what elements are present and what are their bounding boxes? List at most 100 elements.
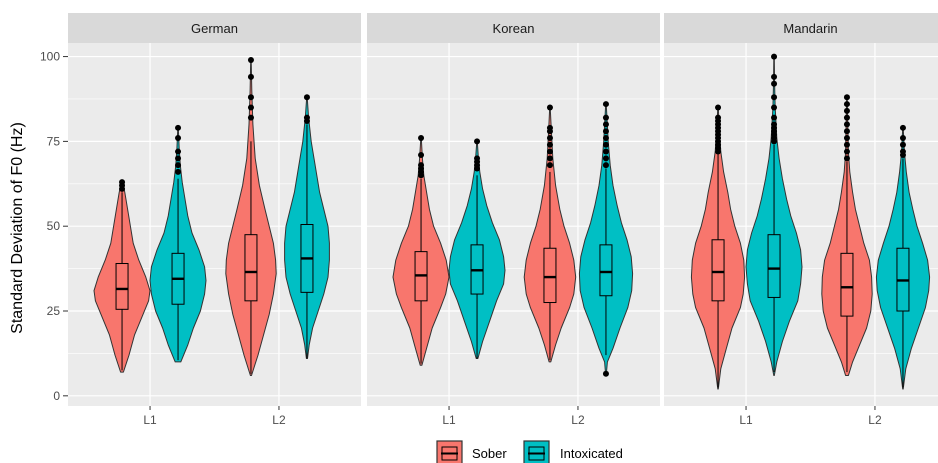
violin-group-intoxicated-l1 bbox=[149, 124, 207, 363]
violin-group-intoxicated-l2 bbox=[284, 94, 330, 359]
outlier-point-sober-l2 bbox=[843, 155, 850, 162]
outlier-point-sober-l2 bbox=[843, 134, 850, 141]
outlier-point-sober-l2 bbox=[546, 162, 553, 169]
violin-group-sober-l2 bbox=[821, 94, 873, 376]
outlier-point-sober-l2 bbox=[843, 141, 850, 148]
outlier-point-intoxicated-l1 bbox=[175, 168, 182, 175]
violin-group-sober-l1 bbox=[93, 179, 151, 373]
outlier-point-intoxicated-l2 bbox=[602, 162, 609, 169]
violin-group-intoxicated-l1 bbox=[745, 53, 803, 376]
panel-german: German L1 L2 bbox=[68, 13, 361, 427]
outlier-point-intoxicated-l2 bbox=[602, 121, 609, 128]
violin-group-sober-l1 bbox=[690, 104, 746, 390]
outlier-point-intoxicated-l2 bbox=[303, 94, 310, 101]
outlier-point-sober-l2 bbox=[546, 141, 553, 148]
panel-korean: Korean L1 L2 bbox=[367, 13, 660, 427]
y-axis-title: Standard Deviation of F0 (Hz) bbox=[9, 122, 26, 334]
box-sober-l2 bbox=[840, 252, 854, 317]
box-sober-l2 bbox=[244, 234, 258, 302]
panel-strip bbox=[68, 13, 361, 43]
outlier-point-sober-l1 bbox=[715, 104, 722, 111]
x-tick-label-L2: L2 bbox=[868, 413, 882, 427]
legend-label-sober: Sober bbox=[472, 446, 507, 461]
outlier-point-sober-l2 bbox=[247, 114, 254, 121]
outlier-point-sober-l2 bbox=[546, 124, 553, 131]
outlier-point-sober-l2 bbox=[843, 114, 850, 121]
violin-group-intoxicated-l2 bbox=[578, 101, 634, 377]
outlier-point-intoxicated-l1 bbox=[771, 73, 778, 80]
outlier-point-intoxicated-l2 bbox=[602, 134, 609, 141]
outlier-point-sober-l2 bbox=[546, 148, 553, 155]
y-tick-label-75: 75 bbox=[47, 134, 61, 148]
outlier-point-sober-l2 bbox=[247, 73, 254, 80]
outlier-point-sober-l2 bbox=[247, 56, 254, 63]
panel-strip bbox=[664, 13, 938, 43]
outlier-point-intoxicated-l2 bbox=[303, 114, 310, 121]
outlier-point-intoxicated-l1 bbox=[175, 134, 182, 141]
outlier-point-intoxicated-l2 bbox=[602, 148, 609, 155]
outlier-point-intoxicated-l2 bbox=[602, 101, 609, 108]
outlier-point-sober-l1 bbox=[715, 114, 722, 121]
y-tick-label-50: 50 bbox=[47, 219, 61, 233]
panel-mandarin: Mandarin L1 L2 bbox=[664, 13, 938, 427]
legend-key-intoxicated-box bbox=[528, 446, 545, 461]
outlier-point-intoxicated-l1 bbox=[175, 148, 182, 155]
box-sober-l2 bbox=[543, 247, 557, 304]
outlier-point-sober-l1 bbox=[119, 179, 126, 186]
outlier-point-sober-l2 bbox=[247, 94, 254, 101]
outlier-point-intoxicated-l2 bbox=[899, 141, 906, 148]
outlier-point-intoxicated-l2 bbox=[899, 148, 906, 155]
outlier-point-sober-l2 bbox=[546, 134, 553, 141]
outlier-point-intoxicated-l2 bbox=[602, 141, 609, 148]
outlier-point-sober-l1 bbox=[418, 162, 425, 169]
box-intoxicated-l2 bbox=[599, 244, 613, 297]
outlier-point-intoxicated-l1 bbox=[175, 124, 182, 131]
violin-group-intoxicated-l2 bbox=[875, 124, 931, 390]
x-tick-label-L1: L1 bbox=[739, 413, 753, 427]
outlier-point-intoxicated-l2 bbox=[899, 134, 906, 141]
outlier-point-intoxicated-l1 bbox=[175, 162, 182, 169]
x-tick-label-L2: L2 bbox=[571, 413, 585, 427]
outlier-point-intoxicated-l1 bbox=[474, 155, 481, 162]
panel-strip bbox=[367, 13, 660, 43]
outlier-point-intoxicated-l1 bbox=[771, 104, 778, 111]
violin-group-sober-l1 bbox=[392, 134, 450, 366]
outlier-point-sober-l1 bbox=[418, 151, 425, 158]
legend-key-sober-box bbox=[441, 446, 458, 461]
y-tick-label-0: 0 bbox=[53, 389, 60, 403]
x-tick-label-L2: L2 bbox=[272, 413, 286, 427]
panel-strip-label: German bbox=[191, 21, 238, 36]
outlier-point-sober-l2 bbox=[247, 104, 254, 111]
outlier-point-sober-l2 bbox=[843, 128, 850, 135]
x-tick-label-L1: L1 bbox=[143, 413, 157, 427]
violin-group-sober-l2 bbox=[523, 104, 577, 363]
y-tick-label-100: 100 bbox=[40, 50, 60, 64]
outlier-point-intoxicated-l1 bbox=[771, 121, 778, 128]
legend-label-intoxicated: Intoxicated bbox=[560, 446, 623, 461]
outlier-point-sober-l2 bbox=[843, 94, 850, 101]
outlier-point-sober-l2 bbox=[843, 121, 850, 128]
y-tick-label-25: 25 bbox=[47, 304, 61, 318]
outlier-point-intoxicated-l1 bbox=[771, 80, 778, 87]
box-intoxicated-l1 bbox=[767, 234, 781, 298]
box-sober-l1 bbox=[711, 239, 725, 302]
panel-strip-label: Mandarin bbox=[783, 21, 837, 36]
outlier-point-sober-l2 bbox=[546, 104, 553, 111]
violin-group-intoxicated-l1 bbox=[448, 138, 506, 359]
facet-panels: German L1 L2 Korean L1 L2 Mandarin L1 L2 bbox=[68, 13, 938, 427]
box-sober-l1 bbox=[115, 263, 129, 310]
outlier-point-intoxicated-l1 bbox=[771, 53, 778, 60]
x-tick-label-L1: L1 bbox=[442, 413, 456, 427]
outlier-point-intoxicated-l1 bbox=[474, 138, 481, 145]
outlier-point-intoxicated-l1 bbox=[175, 155, 182, 162]
outlier-point-intoxicated-l2 bbox=[602, 155, 609, 162]
outlier-point-intoxicated-l1 bbox=[771, 114, 778, 121]
outlier-point-sober-l2 bbox=[546, 155, 553, 162]
outlier-point-intoxicated-l2 bbox=[602, 370, 609, 377]
outlier-point-intoxicated-l1 bbox=[771, 94, 778, 101]
legend: Sober Intoxicated bbox=[436, 440, 623, 463]
outlier-point-sober-l1 bbox=[418, 134, 425, 141]
outlier-point-intoxicated-l2 bbox=[899, 124, 906, 131]
violin-group-sober-l2 bbox=[225, 56, 277, 376]
